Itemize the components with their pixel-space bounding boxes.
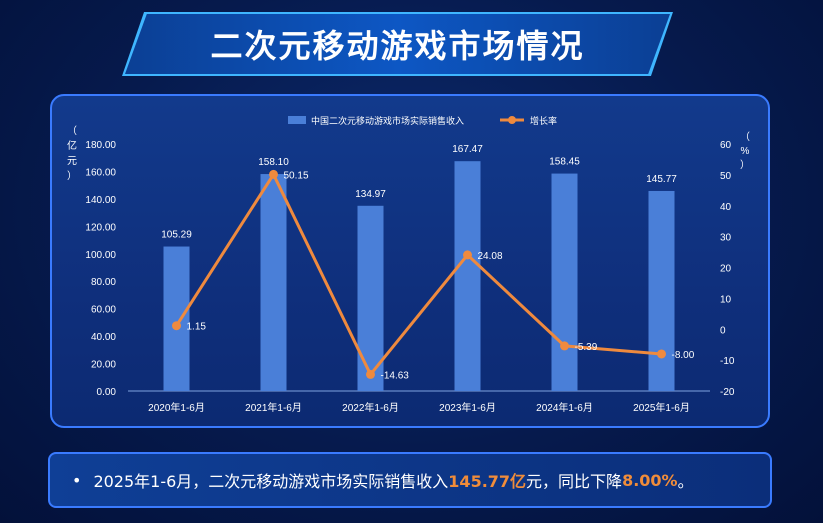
left-axis-title-char: 亿 xyxy=(67,139,77,152)
bar xyxy=(648,190,675,391)
bar-value-label: 158.45 xyxy=(549,157,580,168)
bar xyxy=(260,174,287,391)
growth-point xyxy=(269,169,278,179)
growth-value-label: -5.39 xyxy=(575,342,598,353)
right-tick-label: 40 xyxy=(720,202,732,213)
right-tick-label: -20 xyxy=(720,387,735,398)
bar xyxy=(163,246,190,391)
growth-point xyxy=(560,341,569,351)
left-tick-label: 120.00 xyxy=(85,222,116,233)
category-label: 2021年1-6月 xyxy=(245,401,302,414)
right-axis-title-char: % xyxy=(741,146,750,157)
left-axis-title-char: （ xyxy=(67,125,77,137)
left-tick-label: 40.00 xyxy=(91,332,116,343)
left-tick-label: 60.00 xyxy=(91,305,116,316)
legend-bar-label: 中国二次元移动游戏市场实际销售收入 xyxy=(311,115,464,127)
left-tick-label: 80.00 xyxy=(91,277,116,288)
chart-panel: 中国二次元移动游戏市场实际销售收入 增长率 0.00 20.00 40.00 60.00 8… xyxy=(50,94,770,428)
right-tick-label: 60 xyxy=(720,140,732,151)
category-label: 2022年1-6月 xyxy=(342,401,399,414)
left-tick-label: 180.00 xyxy=(85,140,116,151)
legend-line-marker xyxy=(508,116,516,124)
title-banner xyxy=(125,14,670,74)
growth-value-label: -14.63 xyxy=(381,370,410,381)
growth-value-label: 50.15 xyxy=(284,170,309,181)
summary-middle: 元，同比下降 xyxy=(526,472,623,491)
summary-prefix: 2025年1-6月，二次元移动游戏市场实际销售收入 xyxy=(93,472,449,491)
category-label: 2023年1-6月 xyxy=(439,401,496,414)
legend-bar-swatch xyxy=(288,116,306,124)
growth-point xyxy=(657,349,666,359)
left-tick-label: 140.00 xyxy=(85,195,116,206)
left-axis-title-char: ） xyxy=(67,170,77,182)
summary-revenue: 145.77亿 xyxy=(448,472,527,491)
right-axis-title-char: （ xyxy=(740,131,750,143)
right-tick-label: 50 xyxy=(720,171,732,182)
category-label: 2020年1-6月 xyxy=(148,401,205,414)
bar-value-label: 105.29 xyxy=(161,230,192,241)
bar xyxy=(454,161,481,391)
growth-value-label: 1.15 xyxy=(187,322,207,333)
summary-rate: 8.00% xyxy=(622,470,678,490)
bar xyxy=(357,205,384,391)
combo-chart: 中国二次元移动游戏市场实际销售收入 增长率 0.00 20.00 40.00 60.00 8… xyxy=(67,115,750,414)
left-tick-label: 20.00 xyxy=(91,360,116,371)
right-tick-label: 20 xyxy=(720,264,732,275)
right-tick-label: 0 xyxy=(720,325,726,336)
category-label: 2025年1-6月 xyxy=(633,401,690,414)
left-tick-label: 0.00 xyxy=(97,387,117,398)
left-tick-label: 160.00 xyxy=(85,167,116,178)
growth-value-label: 24.08 xyxy=(478,251,503,262)
bar-value-label: 145.77 xyxy=(646,174,677,185)
bar-value-label: 134.97 xyxy=(355,189,386,200)
category-label: 2024年1-6月 xyxy=(536,401,593,414)
summary-suffix: 。 xyxy=(677,472,694,491)
growth-point xyxy=(172,321,181,331)
summary-bullet: • xyxy=(72,470,82,490)
right-axis-title-char: ） xyxy=(740,159,750,171)
growth-value-label: -8.00 xyxy=(672,350,695,361)
growth-point xyxy=(463,250,472,260)
bar-value-label: 158.10 xyxy=(258,157,289,168)
growth-point xyxy=(366,369,375,379)
left-tick-label: 100.00 xyxy=(85,250,116,261)
right-tick-label: 30 xyxy=(720,233,732,244)
left-axis-title-char: 元 xyxy=(67,156,77,167)
right-tick-label: 10 xyxy=(720,294,732,305)
growth-line xyxy=(175,172,662,376)
bar xyxy=(551,173,578,391)
right-tick-label: -10 xyxy=(720,356,735,367)
bar-value-label: 167.47 xyxy=(452,144,483,155)
legend-line-label: 增长率 xyxy=(530,115,557,127)
page-title: 二次元移动游戏市场情况 xyxy=(210,27,585,65)
summary-panel: • 2025年1-6月，二次元移动游戏市场实际销售收入 145.77亿 元，同比… xyxy=(48,452,772,508)
